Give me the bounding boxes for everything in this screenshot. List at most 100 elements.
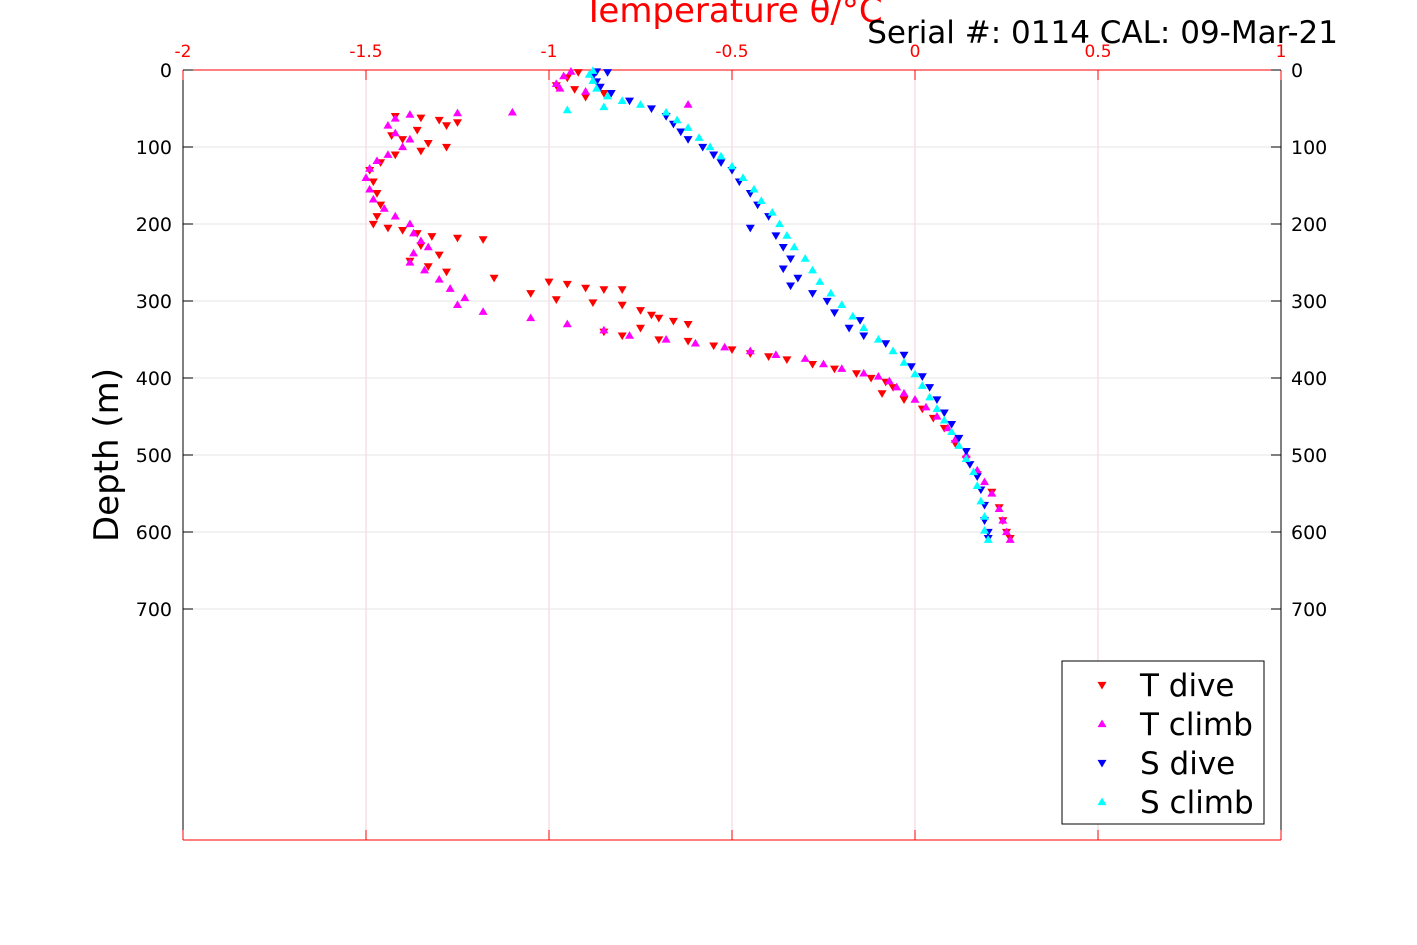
data-point bbox=[716, 159, 726, 167]
data-point bbox=[383, 120, 393, 129]
data-point bbox=[782, 356, 792, 365]
data-point bbox=[932, 404, 942, 412]
data-point bbox=[566, 67, 576, 75]
data-point bbox=[859, 368, 869, 377]
data-point bbox=[808, 360, 818, 369]
data-point bbox=[745, 346, 755, 355]
data-point bbox=[683, 320, 693, 329]
data-point bbox=[453, 300, 462, 308]
data-point bbox=[899, 351, 909, 360]
data-point bbox=[873, 371, 883, 380]
data-point bbox=[383, 150, 393, 158]
data-point bbox=[859, 332, 869, 341]
y-tick-label-right: 500 bbox=[1291, 445, 1327, 467]
data-point bbox=[445, 284, 455, 292]
y-tick-label-left: 500 bbox=[136, 445, 172, 467]
legend-label: S climb bbox=[1140, 785, 1254, 821]
data-point bbox=[599, 89, 609, 98]
x-tick-label: 0.5 bbox=[1084, 42, 1111, 62]
data-point bbox=[427, 233, 437, 241]
data-point bbox=[507, 107, 517, 116]
data-point bbox=[405, 258, 415, 266]
data-point bbox=[423, 140, 433, 148]
data-point bbox=[976, 496, 986, 505]
data-point bbox=[442, 268, 452, 277]
data-point bbox=[562, 105, 572, 114]
data-point bbox=[950, 435, 960, 443]
data-point bbox=[727, 161, 737, 170]
data-point bbox=[636, 307, 645, 315]
data-point bbox=[625, 331, 635, 339]
data-point bbox=[800, 354, 810, 362]
data-point bbox=[800, 254, 810, 262]
data-point bbox=[764, 353, 774, 361]
data-point bbox=[588, 66, 598, 74]
y-tick-label-left: 700 bbox=[136, 599, 172, 621]
data-point bbox=[383, 224, 393, 233]
y-tick-label-right: 600 bbox=[1291, 522, 1327, 544]
data-point bbox=[884, 376, 894, 385]
data-point bbox=[646, 105, 656, 113]
data-point bbox=[972, 473, 982, 482]
legend-label: T climb bbox=[1139, 707, 1253, 743]
x-tick-label: -0.5 bbox=[715, 42, 748, 62]
data-point bbox=[782, 231, 792, 239]
y-tick-label-left: 200 bbox=[136, 214, 172, 236]
data-point bbox=[617, 332, 627, 341]
data-point bbox=[390, 114, 400, 122]
data-point bbox=[434, 274, 444, 283]
data-point bbox=[416, 242, 426, 251]
legend-marker bbox=[1097, 759, 1107, 768]
data-point bbox=[368, 220, 378, 229]
data-point bbox=[398, 136, 408, 144]
data-point bbox=[683, 337, 693, 346]
data-point bbox=[873, 335, 883, 343]
data-point bbox=[709, 342, 719, 351]
data-point bbox=[745, 224, 755, 233]
y-tick-label-left: 300 bbox=[136, 291, 172, 313]
data-point bbox=[636, 100, 645, 108]
series-t-climb bbox=[361, 67, 1015, 543]
data-point bbox=[778, 265, 788, 274]
data-point bbox=[899, 358, 909, 366]
y-tick-label-right: 0 bbox=[1291, 60, 1303, 82]
data-point bbox=[815, 277, 825, 285]
data-point bbox=[683, 136, 693, 144]
data-point bbox=[819, 359, 828, 368]
legend-marker bbox=[1097, 797, 1107, 806]
data-point bbox=[551, 296, 561, 304]
data-point bbox=[581, 93, 591, 102]
data-point bbox=[551, 79, 561, 88]
y-tick-label-left: 600 bbox=[136, 522, 172, 544]
data-point bbox=[372, 156, 382, 165]
data-point bbox=[405, 110, 415, 118]
data-point bbox=[786, 282, 796, 291]
data-point bbox=[910, 369, 920, 378]
data-point bbox=[588, 299, 598, 308]
data-point bbox=[581, 87, 591, 95]
legend-label: S dive bbox=[1140, 746, 1235, 782]
data-point bbox=[398, 142, 408, 151]
data-point bbox=[793, 274, 803, 283]
y-tick-label-left: 400 bbox=[136, 368, 172, 390]
data-point bbox=[961, 448, 971, 456]
grid-lines bbox=[182, 69, 1282, 840]
legend-marker bbox=[1097, 719, 1107, 728]
y-tick-label-right: 300 bbox=[1291, 291, 1327, 313]
data-point bbox=[720, 342, 730, 351]
data-point bbox=[420, 265, 430, 274]
data-point bbox=[434, 251, 444, 260]
legend-label: T dive bbox=[1139, 668, 1235, 704]
y-tick-label-left: 100 bbox=[136, 137, 172, 159]
data-point bbox=[405, 134, 415, 143]
data-point bbox=[584, 70, 594, 78]
legend-box bbox=[1061, 660, 1265, 825]
data-point bbox=[727, 346, 737, 355]
data-point bbox=[562, 280, 572, 289]
data-point bbox=[390, 151, 400, 160]
data-point bbox=[822, 297, 832, 306]
data-point bbox=[423, 242, 433, 251]
data-point bbox=[808, 265, 818, 274]
data-point bbox=[954, 441, 964, 449]
